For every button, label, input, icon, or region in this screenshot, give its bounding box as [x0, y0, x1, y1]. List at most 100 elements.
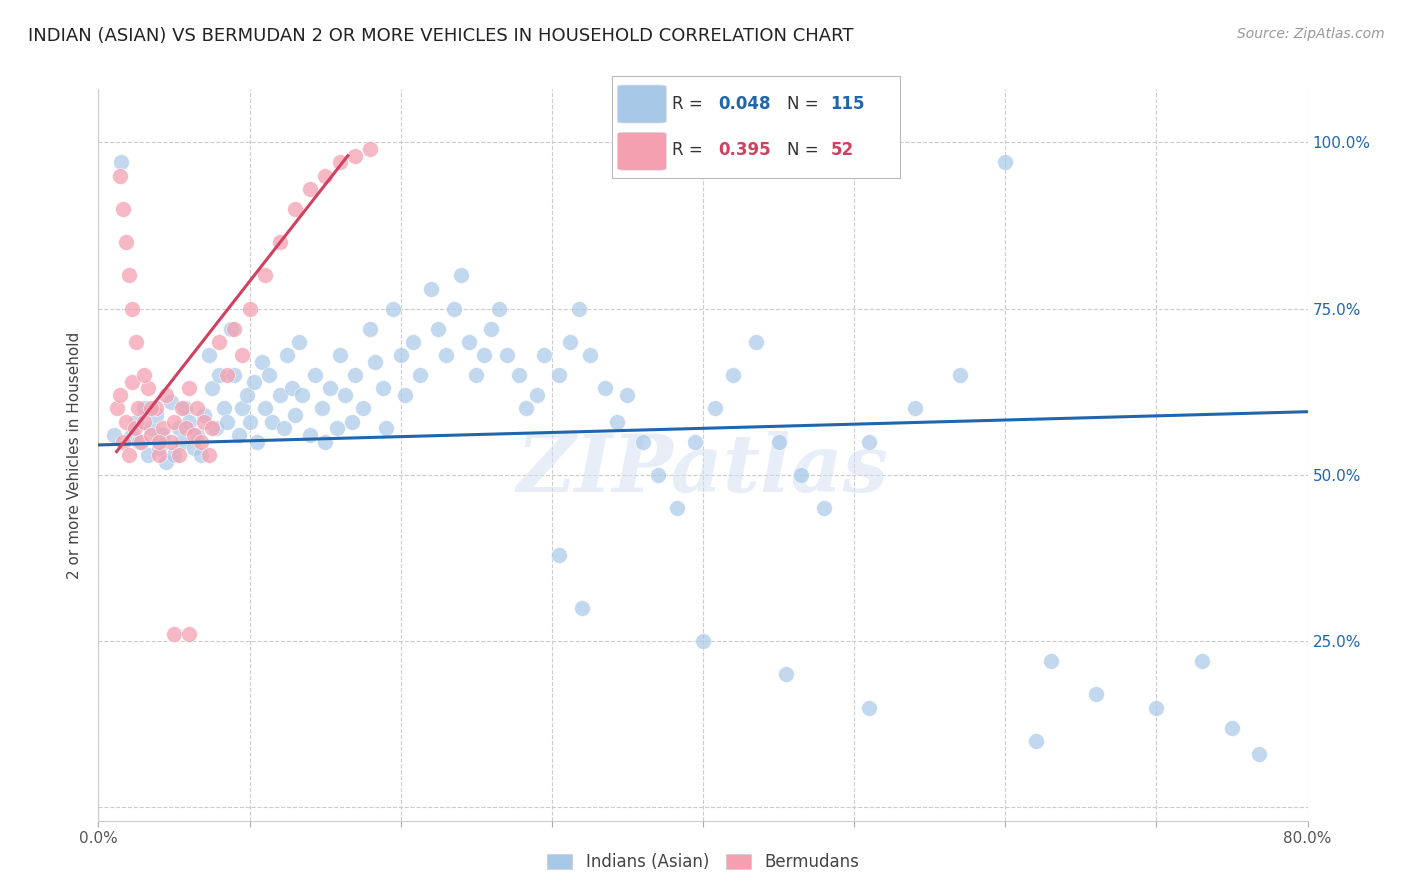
Point: [190, 448, 212, 462]
Point: [344, 368, 367, 383]
Point: [647, 467, 669, 482]
Point: [488, 301, 510, 316]
Point: [745, 334, 768, 349]
Point: [364, 355, 387, 369]
Point: [163, 415, 186, 429]
Text: 52: 52: [831, 141, 853, 159]
Point: [148, 448, 170, 462]
Point: [132, 401, 155, 416]
Point: [768, 434, 790, 449]
Point: [281, 381, 304, 395]
Point: [253, 401, 276, 416]
Text: INDIAN (ASIAN) VS BERMUDAN 2 OR MORE VEHICLES IN HOUSEHOLD CORRELATION CHART: INDIAN (ASIAN) VS BERMUDAN 2 OR MORE VEH…: [28, 27, 853, 45]
Point: [949, 368, 972, 383]
Point: [329, 348, 352, 362]
Point: [155, 388, 177, 402]
Point: [304, 368, 326, 383]
Point: [548, 368, 571, 383]
Point: [170, 401, 193, 416]
Point: [231, 348, 253, 362]
Point: [152, 421, 174, 435]
Point: [394, 388, 416, 402]
Point: [167, 448, 190, 462]
Point: [141, 421, 163, 435]
Point: [276, 348, 298, 362]
Point: [118, 448, 141, 462]
Point: [269, 235, 291, 249]
Point: [402, 334, 425, 349]
Point: [1249, 747, 1271, 761]
Point: [457, 334, 479, 349]
Point: [344, 149, 367, 163]
Point: [224, 368, 246, 383]
Point: [571, 600, 593, 615]
Text: N =: N =: [787, 141, 824, 159]
Text: R =: R =: [672, 141, 709, 159]
Point: [145, 408, 167, 422]
Point: [409, 368, 432, 383]
Point: [495, 348, 517, 362]
Text: 0.048: 0.048: [718, 95, 770, 113]
Text: 0.395: 0.395: [718, 141, 770, 159]
Point: [125, 334, 148, 349]
Point: [128, 434, 150, 449]
Text: 115: 115: [831, 95, 865, 113]
Point: [124, 421, 146, 435]
Point: [1191, 654, 1213, 668]
Point: [333, 388, 356, 402]
Point: [253, 268, 276, 283]
Point: [212, 401, 235, 416]
Point: [616, 388, 638, 402]
Point: [526, 388, 548, 402]
Point: [173, 401, 195, 416]
Text: Source: ZipAtlas.com: Source: ZipAtlas.com: [1237, 27, 1385, 41]
Point: [994, 155, 1017, 169]
Point: [904, 401, 927, 416]
Point: [208, 368, 231, 383]
Point: [352, 401, 374, 416]
Point: [558, 334, 581, 349]
Point: [508, 368, 530, 383]
Point: [420, 282, 443, 296]
Point: [371, 381, 394, 395]
Text: N =: N =: [787, 95, 824, 113]
Point: [160, 394, 183, 409]
Point: [163, 627, 186, 641]
Point: [190, 434, 212, 449]
Point: [704, 401, 727, 416]
Point: [127, 401, 149, 416]
Point: [250, 355, 273, 369]
Point: [1039, 654, 1062, 668]
Point: [723, 368, 745, 383]
FancyBboxPatch shape: [617, 85, 666, 123]
Point: [329, 155, 352, 169]
Point: [174, 421, 197, 435]
Point: [443, 301, 465, 316]
Point: [183, 428, 205, 442]
Point: [155, 454, 177, 468]
Point: [269, 388, 291, 402]
FancyBboxPatch shape: [617, 132, 666, 170]
Point: [186, 401, 208, 416]
Point: [239, 415, 262, 429]
Point: [201, 381, 224, 395]
Y-axis label: 2 or more Vehicles in Household: 2 or more Vehicles in Household: [67, 331, 83, 579]
Point: [170, 434, 193, 449]
Point: [121, 428, 143, 442]
Point: [183, 442, 205, 456]
Point: [568, 301, 591, 316]
Point: [197, 348, 219, 362]
Text: R =: R =: [672, 95, 709, 113]
Point: [205, 421, 228, 435]
Point: [150, 428, 173, 442]
Point: [163, 448, 186, 462]
Point: [208, 334, 231, 349]
Point: [129, 434, 152, 449]
Point: [342, 415, 364, 429]
Point: [114, 235, 136, 249]
Point: [318, 381, 340, 395]
Point: [858, 434, 880, 449]
Point: [121, 301, 143, 316]
Point: [284, 408, 307, 422]
Point: [311, 401, 333, 416]
